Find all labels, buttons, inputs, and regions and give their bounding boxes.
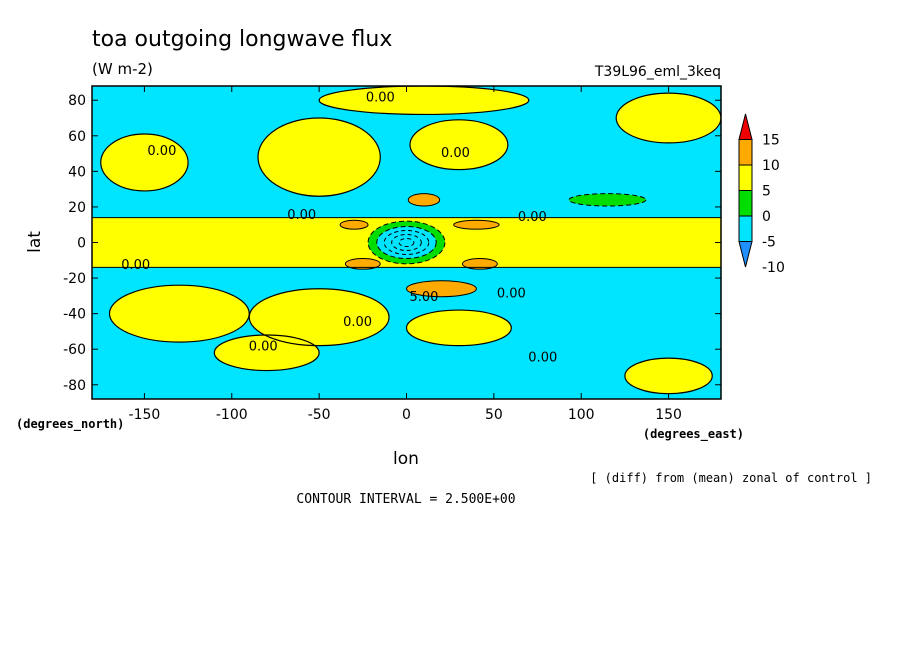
colorbar-label: -5 bbox=[762, 235, 776, 251]
contour-label: 0.00 bbox=[343, 315, 372, 330]
colorbar-swatch bbox=[738, 113, 753, 140]
x-axis-units: (degrees_east) bbox=[643, 427, 744, 442]
y-tick-label: 40 bbox=[68, 164, 86, 180]
x-axis: -150 -100 -50 0 50 100 150 bbox=[129, 86, 682, 423]
contour-label: 5.00 bbox=[409, 290, 438, 305]
x-tick-label: 100 bbox=[568, 407, 595, 423]
contour-line bbox=[453, 219, 500, 230]
field-region bbox=[249, 288, 390, 346]
field-region bbox=[319, 86, 529, 115]
field-region bbox=[100, 134, 189, 191]
x-tick-label: 50 bbox=[485, 407, 503, 423]
y-axis: 80 60 40 20 0 -20 -40 -60 -80 bbox=[63, 93, 721, 394]
field-region bbox=[624, 358, 713, 394]
y-tick-label: 80 bbox=[68, 93, 86, 109]
colorbar-swatch bbox=[738, 215, 753, 242]
field-region bbox=[376, 226, 437, 259]
field-region bbox=[109, 285, 250, 343]
contour-label: 0.00 bbox=[249, 340, 278, 355]
y-tick-label: -20 bbox=[63, 271, 86, 287]
contour-label: 0.00 bbox=[287, 208, 316, 223]
contour-line bbox=[257, 117, 381, 197]
x-tick-label: 150 bbox=[655, 407, 682, 423]
contour-line bbox=[213, 334, 320, 372]
colorbar-swatch bbox=[738, 139, 753, 166]
contour-line bbox=[367, 220, 446, 265]
run-label: T39L96_eml_3keq bbox=[594, 64, 721, 80]
x-tick-label: -50 bbox=[308, 407, 331, 423]
colorbar: 15 10 5 0 -5 -10 bbox=[738, 113, 785, 276]
contour-line bbox=[461, 258, 498, 270]
y-tick-label: 0 bbox=[77, 236, 86, 252]
contour-line bbox=[407, 193, 441, 207]
contour-label: 0.00 bbox=[497, 286, 526, 301]
x-tick-label: -150 bbox=[129, 407, 161, 423]
contour-line bbox=[383, 229, 430, 256]
colorbar-swatch bbox=[738, 241, 753, 268]
contour-label: 0.00 bbox=[528, 350, 557, 365]
field-region bbox=[340, 220, 369, 230]
colorbar-label: 10 bbox=[762, 158, 780, 174]
field-region bbox=[406, 310, 512, 346]
field-region bbox=[406, 280, 477, 297]
contour-line bbox=[406, 280, 477, 298]
contour-line bbox=[376, 225, 437, 260]
colorbar-swatch bbox=[738, 190, 753, 217]
field-region bbox=[568, 193, 646, 207]
contour-line bbox=[405, 309, 512, 347]
contour-line bbox=[409, 119, 509, 171]
contour-lines bbox=[92, 86, 721, 395]
contour-line bbox=[398, 237, 415, 248]
contour-label: 0.00 bbox=[121, 258, 150, 273]
x-axis-label: lon bbox=[393, 449, 419, 469]
y-tick-label: -40 bbox=[63, 307, 86, 323]
contour-label: 0.00 bbox=[147, 144, 176, 159]
contour-line bbox=[100, 133, 189, 192]
field-region bbox=[408, 193, 440, 207]
chart-title: toa outgoing longwave flux bbox=[92, 27, 392, 52]
contour-line bbox=[344, 258, 381, 270]
field-region bbox=[257, 118, 381, 197]
y-axis-label: lat bbox=[25, 231, 45, 253]
field-region bbox=[345, 258, 381, 270]
contour-line bbox=[339, 219, 369, 230]
chart-units: (W m-2) bbox=[92, 60, 153, 78]
y-tick-label: -60 bbox=[63, 342, 86, 358]
y-tick-label: 20 bbox=[68, 200, 86, 216]
y-tick-label: -80 bbox=[63, 378, 86, 394]
contour-labels: 0.00 0.00 0.00 0.00 0.00 0.00 5.00 0.00 0.00 0.00… bbox=[121, 91, 557, 366]
y-tick-label: 60 bbox=[68, 129, 86, 145]
contour-line bbox=[568, 193, 647, 207]
field-region bbox=[453, 220, 500, 230]
colorbar-label: 5 bbox=[762, 184, 771, 200]
contour-label: 0.00 bbox=[441, 146, 470, 161]
contour-label: 0.00 bbox=[366, 91, 395, 106]
colorbar-label: 15 bbox=[762, 133, 780, 149]
x-tick-label: -100 bbox=[216, 407, 248, 423]
diff-note: [ (diff) from (mean) zonal of control ] bbox=[590, 471, 872, 485]
field-region bbox=[462, 258, 498, 270]
colorbar-swatch bbox=[738, 164, 753, 191]
x-tick-label: 0 bbox=[402, 407, 411, 423]
field-region bbox=[409, 119, 508, 170]
colorbar-label: -10 bbox=[762, 260, 785, 276]
contour-line bbox=[318, 86, 530, 116]
contour-interval: CONTOUR INTERVAL = 2.500E+00 bbox=[296, 492, 515, 507]
contour-line bbox=[391, 233, 422, 252]
contour-line bbox=[248, 288, 390, 347]
field-region bbox=[616, 93, 721, 143]
contour-label: 0.00 bbox=[518, 210, 547, 225]
y-axis-units: (degrees_north) bbox=[16, 417, 124, 432]
colorbar-label: 0 bbox=[762, 209, 771, 225]
contour-field bbox=[92, 86, 721, 399]
